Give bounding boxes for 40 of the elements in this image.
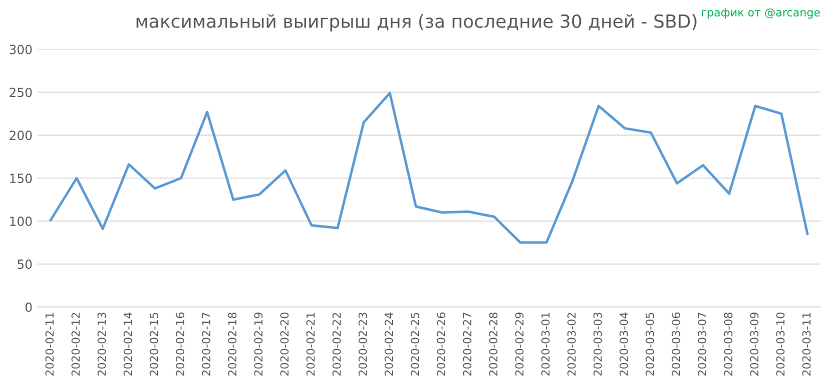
x-tick-label: 2020-03-05 bbox=[646, 312, 654, 376]
x-tick-label: 2020-03-07 bbox=[698, 312, 706, 376]
x-tick-label: 2020-02-25 bbox=[410, 312, 420, 376]
x-tick-label: 2020-02-16 bbox=[176, 312, 184, 376]
x-tick-label: 2020-02-12 bbox=[71, 312, 80, 376]
x-tick-label: 2020-02-29 bbox=[515, 312, 524, 376]
x-tick-label: 2020-02-26 bbox=[436, 312, 446, 376]
x-tick-label: 2020-02-22 bbox=[332, 312, 341, 376]
x-tick-label: 2020-02-19 bbox=[254, 312, 263, 376]
x-tick-label: 2020-02-21 bbox=[306, 312, 315, 376]
x-tick-label: 2020-03-10 bbox=[776, 312, 785, 376]
x-tick-label: 2020-02-27 bbox=[462, 312, 472, 376]
x-tick-label: 2020-03-08 bbox=[724, 312, 732, 376]
x-tick-label: 2020-02-28 bbox=[489, 312, 498, 376]
line-series bbox=[49, 92, 809, 244]
chart-title: максимальный выигрыш дня (за последние 30 дней - SBD) bbox=[136, 14, 696, 32]
x-tick-label: 2020-03-06 bbox=[672, 312, 680, 376]
y-tick-label: 200 bbox=[10, 130, 32, 140]
x-tick-label: 2020-03-09 bbox=[750, 312, 758, 376]
x-tick-label: 2020-02-20 bbox=[280, 312, 289, 376]
x-tick-label: 2020-02-11 bbox=[45, 312, 54, 376]
x-tick-label: 2020-02-18 bbox=[228, 312, 236, 376]
y-tick-label: 300 bbox=[10, 44, 32, 54]
y-tick-label: 150 bbox=[10, 174, 32, 184]
y-tick-label: 0 bbox=[25, 302, 32, 312]
x-tick-label: 2020-02-17 bbox=[202, 312, 210, 376]
x-tick-label: 2020-02-24 bbox=[384, 312, 394, 376]
text: график от @arcange bbox=[702, 8, 820, 19]
x-tick-label: 2020-02-15 bbox=[150, 312, 158, 376]
x-tick-label: 2020-02-23 bbox=[358, 312, 367, 376]
x-tick-label: 2020-03-11 bbox=[802, 312, 811, 376]
y-tick-label: 50 bbox=[18, 260, 32, 269]
x-tick-label: 2020-03-01 bbox=[541, 312, 550, 376]
y-tick-label: 100 bbox=[10, 216, 32, 226]
x-tick-label: 2020-03-04 bbox=[620, 312, 628, 376]
x-tick-label: 2020-03-02 bbox=[567, 312, 576, 376]
y-tick-label: 250 bbox=[10, 88, 32, 98]
x-tick-label: 2020-02-14 bbox=[124, 312, 132, 376]
x-tick-label: 2020-03-03 bbox=[593, 312, 602, 376]
x-tick-label: 2020-02-13 bbox=[98, 312, 106, 376]
